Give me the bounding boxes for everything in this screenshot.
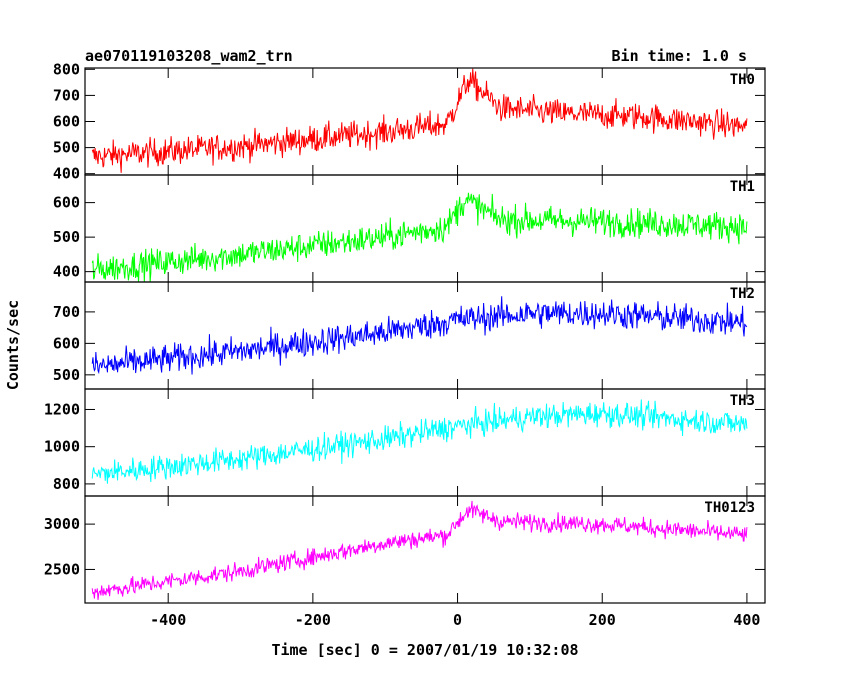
- series-line-th0: [91, 68, 748, 173]
- x-tick-label: 200: [589, 611, 616, 629]
- y-tick-label: 600: [53, 113, 80, 131]
- y-tick-label: 500: [53, 139, 80, 157]
- y-tick-label: 700: [53, 86, 80, 104]
- y-tick-label: 500: [53, 366, 80, 384]
- panel-th1: 400 500 600 TH1: [53, 174, 766, 283]
- y-tick-label: 3000: [44, 515, 80, 533]
- panel-frame: [84, 388, 766, 497]
- x-tick-label: -400: [150, 611, 186, 629]
- panel-label-th0: TH0: [730, 72, 755, 88]
- x-tick-label: -200: [295, 611, 331, 629]
- y-tick-label: 400: [53, 165, 80, 183]
- panel-label-th3: TH3: [730, 393, 755, 409]
- series-line-th1: [91, 192, 748, 282]
- x-tick-label: 400: [733, 611, 760, 629]
- y-axis-label: Counts/sec: [4, 300, 22, 390]
- panel-frame: [84, 281, 766, 390]
- bin-time-label: Bin time: 1.0 s: [612, 47, 747, 65]
- series-line-th0123: [91, 500, 748, 600]
- y-tick-label: 1000: [44, 438, 80, 456]
- y-tick-label: 800: [53, 60, 80, 78]
- panel-th2: 500 600 700 TH2: [53, 281, 766, 390]
- y-tick-label: 800: [53, 475, 80, 493]
- panel-label-th2: TH2: [730, 286, 755, 302]
- y-tick-label: 700: [53, 303, 80, 321]
- y-tick-label: 500: [53, 228, 80, 246]
- x-axis-label: Time [sec] 0 = 2007/01/19 10:32:08: [271, 641, 578, 659]
- y-tick-label: 600: [53, 194, 80, 212]
- panel-frame: [84, 174, 766, 283]
- y-tick-label: 2500: [44, 560, 80, 578]
- panel-group: 400 500 600 700 800 TH0 400 500 600 TH1 500 600 700 T…: [44, 60, 766, 629]
- panel-th0123: 2500 3000 TH0123: [44, 495, 766, 604]
- y-tick-label: 400: [53, 263, 80, 281]
- panel-th3: 800 1000 1200 TH3: [44, 388, 766, 497]
- series-line-th3: [91, 399, 748, 484]
- panel-label-th0123: TH0123: [704, 500, 755, 516]
- chart-title: ae070119103208_wam2_trn: [85, 47, 293, 65]
- series-line-th2: [91, 296, 748, 375]
- panel-label-th1: TH1: [730, 179, 755, 195]
- y-tick-label: 600: [53, 334, 80, 352]
- panel-th0: 400 500 600 700 800 TH0: [53, 60, 766, 183]
- panel-frame: [84, 495, 766, 604]
- y-tick-label: 1200: [44, 400, 80, 418]
- x-tick-label: 0: [453, 611, 462, 629]
